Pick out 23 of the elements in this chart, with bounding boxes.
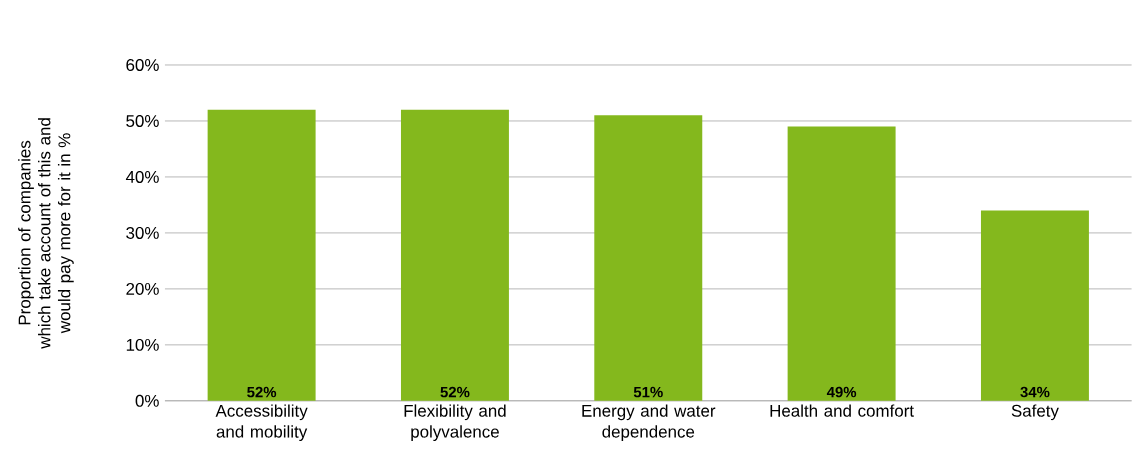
- x-tick-label: Flexibility and polyvalence: [404, 404, 506, 442]
- y-tick-label: 60%: [126, 59, 159, 72]
- data-label: 49%: [826, 386, 857, 398]
- y-tick-label: 20%: [126, 282, 159, 295]
- bar: [980, 210, 1089, 401]
- x-tick-label: Health and comfort: [770, 404, 914, 417]
- bar: [207, 109, 316, 401]
- data-label: 51%: [633, 386, 663, 398]
- bar: [594, 115, 703, 401]
- bar: [400, 109, 509, 401]
- y-tick-label: 40%: [125, 171, 159, 184]
- x-tick-label: Accessibility and mobility: [215, 404, 308, 442]
- y-tick-label: 10%: [126, 338, 159, 351]
- x-tick-label: Safety: [1011, 404, 1059, 421]
- data-label: 52%: [247, 386, 277, 398]
- y-tick-label: 0%: [135, 394, 159, 407]
- y-axis-title: Proportion of companies which take account of this and would pay more for it in %: [18, 118, 74, 349]
- x-tick-label: Energy and water dependence: [582, 404, 716, 442]
- y-tick-label: 30%: [126, 227, 159, 239]
- data-label: 52%: [440, 386, 470, 398]
- y-tick-label: 50%: [126, 115, 159, 128]
- data-label: 34%: [1020, 386, 1050, 398]
- bar: [787, 126, 896, 401]
